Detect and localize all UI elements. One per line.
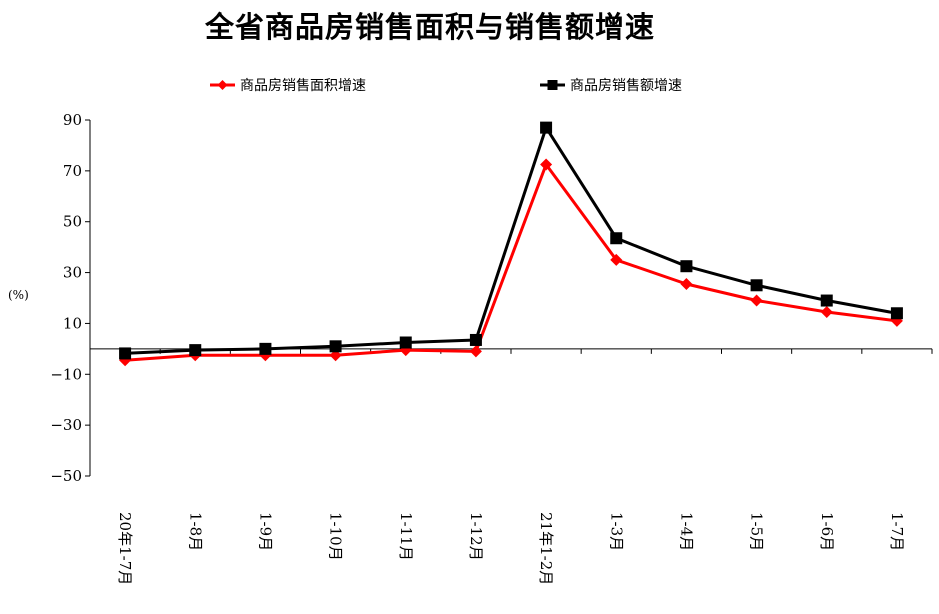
series-line [124,163,898,362]
series-point [820,305,833,318]
series-point [469,345,482,358]
x-category-label: 1-4月 [677,512,695,551]
x-category-label: 1-3月 [607,512,625,551]
x-category-label: 1-9月 [256,512,274,551]
series-point [399,336,412,349]
series-point [820,294,833,307]
x-category-label: 1-5月 [748,512,766,551]
series-point [469,333,482,346]
y-tick-label: −50 [50,467,82,485]
series-point [890,307,903,320]
series-point [259,342,272,355]
y-tick-label: 30 [63,264,82,282]
x-category-label: 1-11月 [397,512,415,561]
x-category-label: 1-10月 [327,512,345,561]
y-tick-label: −10 [50,365,82,383]
series-point [750,294,763,307]
series-point [610,253,623,266]
legend-entry: 商品房销售面积增速 [210,78,366,94]
x-category-label: 21年1-2月 [537,512,555,585]
series-point [329,340,342,353]
legend: 商品房销售面积增速 商品房销售额增速 [210,78,682,94]
series-point [610,232,623,245]
y-tick-label: 10 [63,314,82,332]
x-category-label: 1-12月 [467,512,485,561]
y-tick-label: 50 [63,213,82,231]
legend-entry: 商品房销售额增速 [540,78,682,94]
x-category-label: 1-8月 [186,512,204,551]
series-point [189,344,202,357]
y-tick-label: 90 [63,111,82,129]
series-point [540,158,553,171]
series-point [680,278,693,291]
legend-marker [547,80,558,90]
series-line [125,126,898,355]
y-tick-label: 70 [63,162,82,180]
x-category-label: 1-7月 [888,512,906,551]
series-point [540,121,553,134]
legend-label: 商品房销售面积增速 [240,78,366,94]
y-tick-label: −30 [50,416,82,434]
x-category-label: 1-6月 [818,512,836,551]
axes: 90 70 50 30 10 −10 −30 −50 20年1-7月 1-8月 1-9月 1-10月 1… [50,111,933,585]
x-category-label: 20年1-7月 [116,512,134,585]
series-point [680,260,693,273]
chart-title: 全省商品房销售面积与销售额增速 [204,10,655,44]
series-layer [119,121,903,367]
legend-marker [217,80,228,90]
series-point [750,279,763,292]
y-axis-unit-label: (%) [8,288,29,302]
legend-label: 商品房销售额增速 [570,78,682,94]
series-point [119,347,132,360]
